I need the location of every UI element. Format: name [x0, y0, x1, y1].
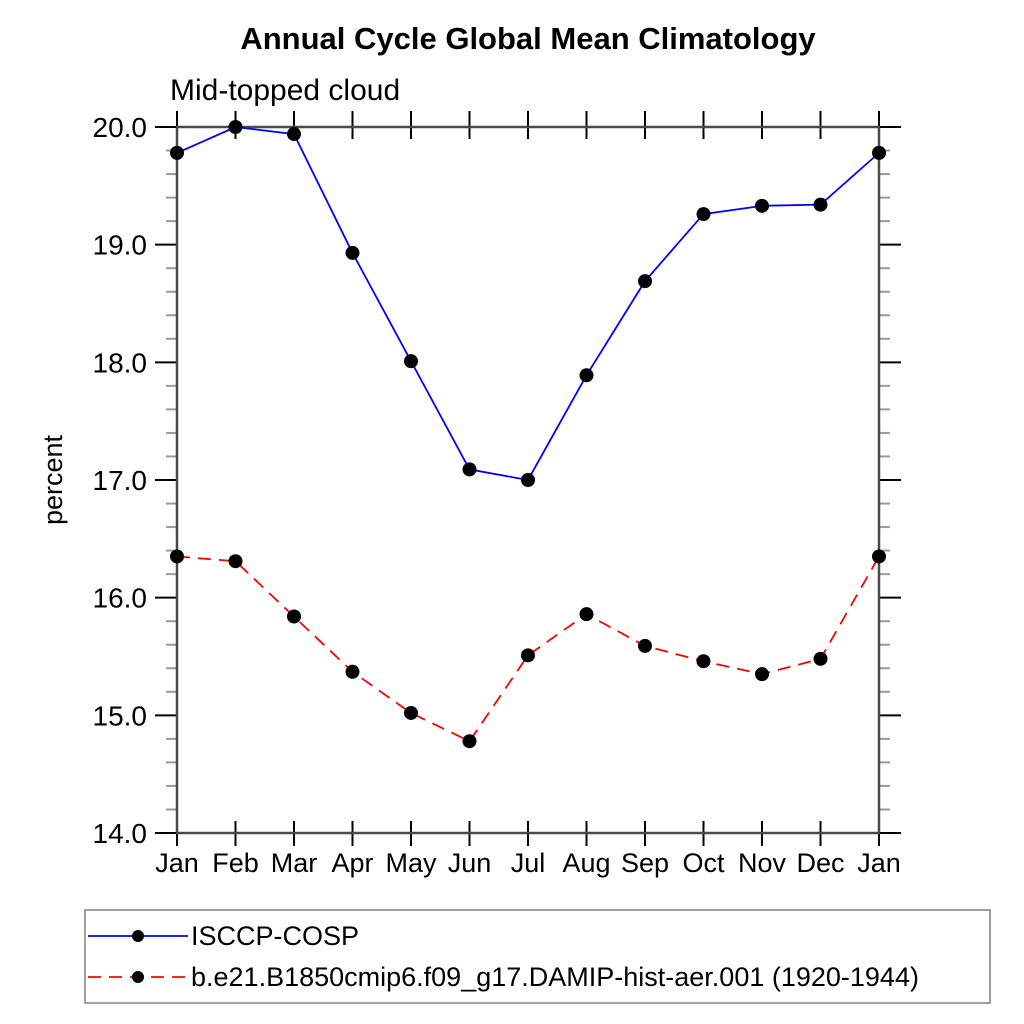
y-tick-label: 14.0 — [93, 818, 148, 849]
legend-marker-icon — [132, 971, 144, 983]
x-tick-label: Jul — [511, 848, 546, 878]
x-tick-label: Mar — [271, 848, 318, 878]
legend-label-series1: ISCCP-COSP — [191, 921, 359, 951]
data-point-series1-7 — [579, 368, 594, 383]
x-tick-label: Nov — [738, 848, 787, 878]
x-tick-label: Aug — [562, 848, 610, 878]
data-point-series2-12 — [872, 549, 886, 564]
x-tick-label: Dec — [796, 848, 844, 878]
legend-marker-icon — [132, 930, 144, 942]
x-tick-label: May — [385, 848, 437, 878]
data-point-series2-10 — [755, 667, 769, 682]
y-tick-label: 16.0 — [93, 583, 148, 614]
legend-label-series2: b.e21.B1850cmip6.f09_g17.DAMIP-hist-aer.… — [191, 962, 919, 992]
data-point-series1-4 — [404, 354, 418, 369]
x-tick-label: Apr — [331, 848, 373, 878]
y-tick-label: 17.0 — [93, 465, 148, 496]
x-tick-label: Feb — [212, 848, 259, 878]
data-point-series1-2 — [287, 127, 301, 142]
data-point-series2-4 — [404, 705, 418, 720]
data-point-series2-0 — [170, 549, 184, 564]
y-tick-label: 18.0 — [93, 347, 148, 378]
x-tick-label: Jun — [448, 848, 492, 878]
y-tick-label: 15.0 — [93, 700, 148, 731]
legend: ISCCP-COSP b.e21.B1850cmip6.f09_g17.DAMI… — [84, 909, 991, 1004]
data-point-series1-1 — [228, 120, 243, 134]
data-point-series1-5 — [462, 462, 477, 477]
data-point-series2-1 — [228, 554, 243, 569]
plot-frame — [175, 125, 881, 835]
series-lines — [170, 120, 886, 749]
chart-title: Annual Cycle Global Mean Climatology — [240, 21, 816, 56]
y-tick-label: 19.0 — [93, 230, 148, 261]
data-point-series2-11 — [813, 651, 828, 666]
data-point-series2-3 — [345, 664, 360, 679]
legend-box — [84, 909, 991, 1004]
y-tick-label: 20.0 — [93, 112, 148, 143]
data-point-series1-10 — [755, 198, 769, 213]
data-point-series2-2 — [287, 609, 301, 624]
x-tick-label: Oct — [682, 848, 725, 878]
x-tick-label: Sep — [621, 848, 669, 878]
data-point-series2-6 — [521, 648, 535, 663]
data-point-series1-0 — [170, 145, 184, 160]
data-point-series2-7 — [579, 607, 594, 622]
data-point-series1-11 — [813, 197, 828, 212]
data-point-series2-9 — [696, 654, 711, 669]
y-axis-label: percent — [38, 434, 68, 525]
data-point-series1-6 — [521, 473, 535, 487]
chart-subtitle: Mid-topped cloud — [170, 74, 400, 107]
data-point-series1-12 — [872, 145, 886, 160]
axes: 14.0 15.0 16.0 17.0 18.0 19.0 20.0 Jan Feb Mar Apr… — [93, 111, 901, 878]
series-line-1 — [176, 126, 880, 482]
data-point-series2-8 — [638, 638, 652, 653]
x-tick-label: Jan — [155, 848, 199, 878]
x-tick-label: Jan — [857, 848, 901, 878]
data-point-series1-3 — [345, 245, 360, 260]
data-point-series1-9 — [696, 207, 711, 222]
data-point-series2-5 — [462, 734, 477, 749]
data-point-series1-8 — [638, 274, 652, 289]
